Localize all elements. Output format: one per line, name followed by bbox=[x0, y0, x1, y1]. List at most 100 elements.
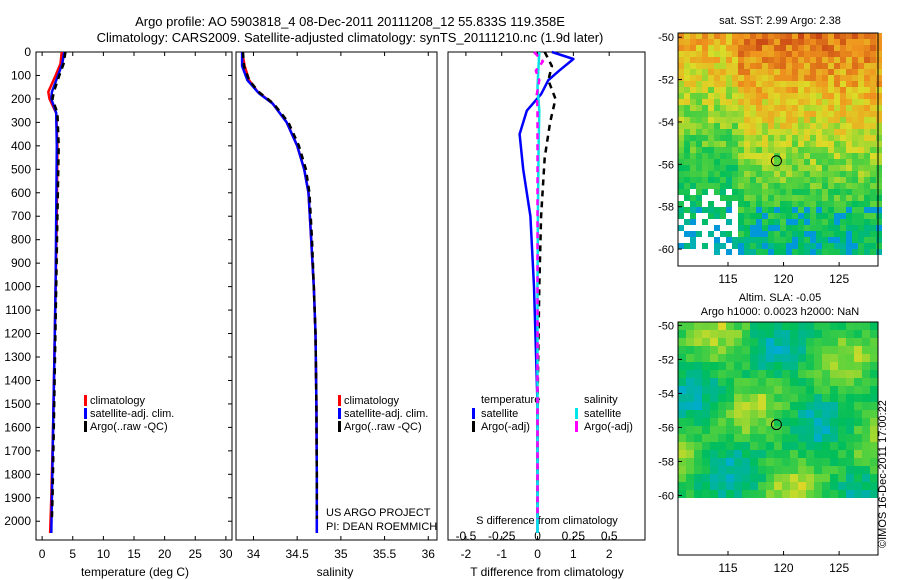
map-cell bbox=[798, 45, 804, 51]
y-tick-label: -56 bbox=[658, 159, 674, 171]
map-cell bbox=[810, 243, 816, 249]
map-cell bbox=[864, 171, 870, 177]
map-cell bbox=[750, 474, 758, 482]
map-cell bbox=[694, 354, 702, 362]
map-cell bbox=[782, 450, 790, 458]
map-cell bbox=[804, 99, 810, 105]
map-cell bbox=[846, 394, 854, 402]
map-cell bbox=[864, 129, 870, 135]
map-cell bbox=[828, 33, 834, 39]
map-cell bbox=[806, 322, 814, 330]
map-cell bbox=[768, 75, 774, 81]
map-cell bbox=[678, 39, 684, 45]
map-cell bbox=[758, 362, 766, 370]
map-cell bbox=[718, 338, 726, 346]
map-cell bbox=[694, 378, 702, 386]
map-cell bbox=[852, 141, 858, 147]
map-cell bbox=[710, 450, 718, 458]
map-cell bbox=[744, 105, 750, 111]
map-cell bbox=[774, 75, 780, 81]
map-cell bbox=[806, 402, 814, 410]
map-cell bbox=[678, 207, 684, 213]
map-cell bbox=[768, 69, 774, 75]
map-cell bbox=[718, 322, 726, 330]
map-cell bbox=[780, 123, 786, 129]
map-cell bbox=[830, 410, 838, 418]
map-cell bbox=[790, 458, 798, 466]
map-cell bbox=[758, 482, 766, 490]
map-cell bbox=[732, 63, 738, 69]
map-cell bbox=[782, 354, 790, 362]
map-cell bbox=[738, 207, 744, 213]
map-cell bbox=[678, 63, 684, 69]
map-cell bbox=[756, 249, 762, 255]
map-cell bbox=[838, 362, 846, 370]
map-cell bbox=[810, 51, 816, 57]
map-cell bbox=[852, 237, 858, 243]
map-cell bbox=[702, 63, 708, 69]
map-cell bbox=[840, 201, 846, 207]
map-cell bbox=[702, 123, 708, 129]
map-cell bbox=[822, 75, 828, 81]
map-cell bbox=[744, 75, 750, 81]
map-cell bbox=[834, 63, 840, 69]
map-cell bbox=[854, 434, 862, 442]
map-cell bbox=[718, 330, 726, 338]
map-cell bbox=[852, 117, 858, 123]
map-cell bbox=[810, 231, 816, 237]
map-cell bbox=[786, 171, 792, 177]
map-cell bbox=[756, 117, 762, 123]
map-cell bbox=[870, 362, 878, 370]
map-cell bbox=[702, 129, 708, 135]
map-cell bbox=[822, 354, 830, 362]
map-cell bbox=[838, 474, 846, 482]
map-cell bbox=[714, 57, 720, 63]
map-cell bbox=[846, 354, 854, 362]
map-cell bbox=[744, 219, 750, 225]
map-cell bbox=[798, 450, 806, 458]
map-cell bbox=[786, 207, 792, 213]
map-cell bbox=[858, 249, 864, 255]
map-cell bbox=[742, 466, 750, 474]
map-cell bbox=[810, 99, 816, 105]
map-cell bbox=[792, 219, 798, 225]
map-cell bbox=[876, 195, 882, 201]
map-cell bbox=[738, 99, 744, 105]
map-cell bbox=[714, 129, 720, 135]
map-cell bbox=[838, 458, 846, 466]
map-cell bbox=[810, 57, 816, 63]
map-cell bbox=[876, 33, 882, 39]
x-tick-label: -2 bbox=[461, 547, 472, 561]
map-cell bbox=[816, 153, 822, 159]
map-cell bbox=[876, 201, 882, 207]
map-cell bbox=[684, 243, 690, 249]
map-cell bbox=[780, 171, 786, 177]
map-cell bbox=[780, 195, 786, 201]
map-cell bbox=[804, 87, 810, 93]
map-cell bbox=[792, 231, 798, 237]
map-cell bbox=[696, 63, 702, 69]
map-cell bbox=[790, 434, 798, 442]
map-cell bbox=[690, 213, 696, 219]
map-cell bbox=[804, 243, 810, 249]
map-cell bbox=[840, 93, 846, 99]
map-cell bbox=[768, 153, 774, 159]
map-cell bbox=[750, 249, 756, 255]
map-cell bbox=[744, 33, 750, 39]
map-cell bbox=[694, 402, 702, 410]
map-cell bbox=[734, 442, 742, 450]
map-cell bbox=[762, 105, 768, 111]
map-cell bbox=[830, 338, 838, 346]
map-cell bbox=[702, 189, 708, 195]
map-cell bbox=[756, 45, 762, 51]
map-cell bbox=[694, 474, 702, 482]
map-cell bbox=[858, 93, 864, 99]
map-cell bbox=[678, 426, 686, 434]
map-cell bbox=[766, 434, 774, 442]
map-cell bbox=[862, 386, 870, 394]
map-cell bbox=[858, 225, 864, 231]
map-cell bbox=[678, 51, 684, 57]
map-cell bbox=[768, 141, 774, 147]
map-cell bbox=[870, 207, 876, 213]
